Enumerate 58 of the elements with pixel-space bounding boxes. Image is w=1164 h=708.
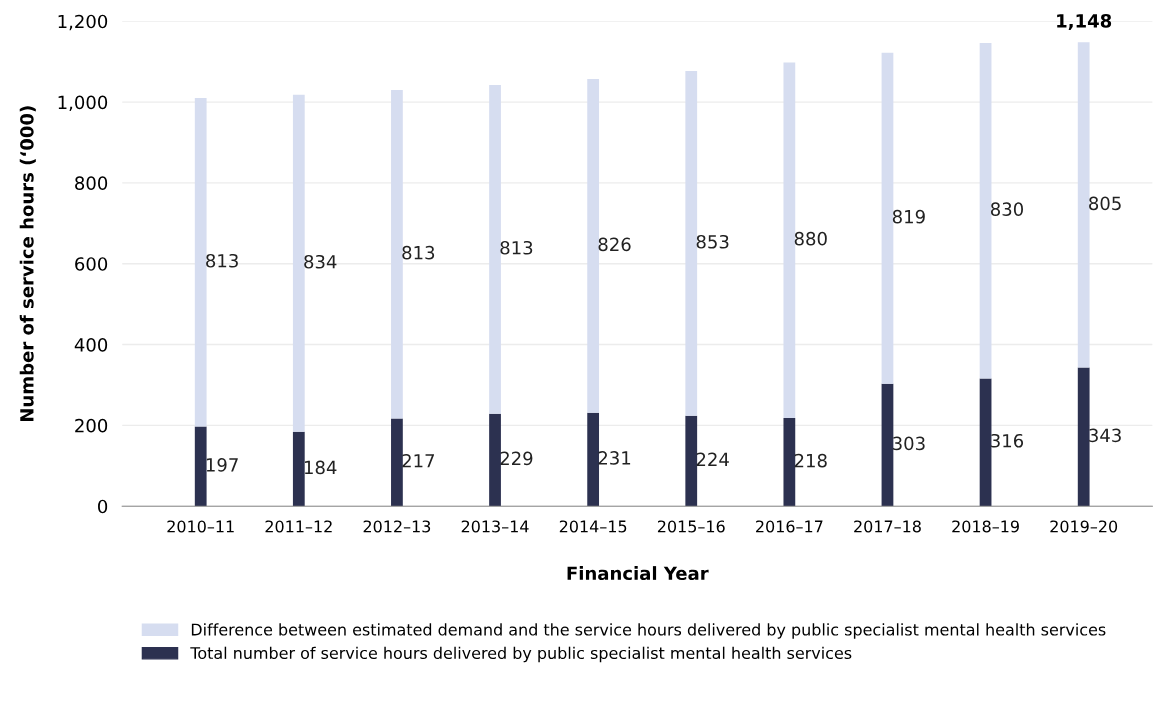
bar [489,413,501,507]
data-label: 197 [206,457,238,472]
data-label: 218 [794,453,827,468]
x-tick-label: 2010–11 [167,520,234,533]
y-tick-label: 600 [75,257,108,271]
bar [685,70,698,416]
data-label: 826 [598,237,631,252]
y-tick-label: 1,200 [58,14,108,31]
bar [489,85,501,414]
data-label: 880 [794,231,827,246]
x-tick-label: 2019–20 [1050,520,1118,533]
annotation: 1,148 [1057,13,1112,30]
data-label: 830 [990,202,1024,217]
data-label: 813 [500,240,533,255]
bar [979,43,992,379]
bar [587,79,600,413]
y-tick-label: 1,000 [58,95,108,112]
data-label: 813 [402,245,435,260]
legend-label: Total number of service hours delivered by public specialist mental health services [190,646,852,663]
y-axis-title: Number of service hours (‘000) [19,106,36,422]
bar [292,431,305,507]
bar [783,62,796,419]
x-tick-label: 2013–14 [461,520,529,533]
x-tick-label: 2015–16 [657,520,725,533]
data-label: 805 [1089,196,1121,211]
bar [783,418,796,507]
legend-label: Difference between estimated demand and the service hours delivered by public specialist mental health services [191,623,1106,639]
data-label: 819 [892,209,925,224]
bar [587,412,600,507]
data-label: 834 [304,254,337,269]
bar [391,418,403,507]
data-label: 303 [893,436,925,451]
x-tick-label: 2011–12 [265,520,332,533]
x-axis-title: Financial Year [567,566,709,581]
bar [194,426,207,507]
data-label: 853 [696,234,729,249]
bar [194,98,207,427]
bar [1077,42,1090,368]
y-tick-label: 200 [75,418,108,433]
bar [292,94,305,432]
x-tick-label: 2018–19 [952,520,1019,533]
y-tick-label: 400 [74,338,108,352]
bar [391,89,403,419]
bar [685,415,698,507]
bar [881,52,894,384]
x-tick-label: 2017–18 [854,520,921,533]
data-label: 813 [206,253,238,268]
y-tick-label: 0 [98,499,108,514]
bar [1077,367,1090,507]
bar [881,383,894,507]
bar [979,378,992,507]
x-tick-label: 2012–13 [363,520,431,533]
y-tick-label: 800 [75,176,108,191]
x-tick-label: 2014–15 [559,520,627,533]
data-label: 316 [991,433,1024,448]
data-label: 343 [1089,428,1121,443]
x-tick-label: 2016–17 [756,520,823,533]
data-label: 184 [304,460,337,475]
